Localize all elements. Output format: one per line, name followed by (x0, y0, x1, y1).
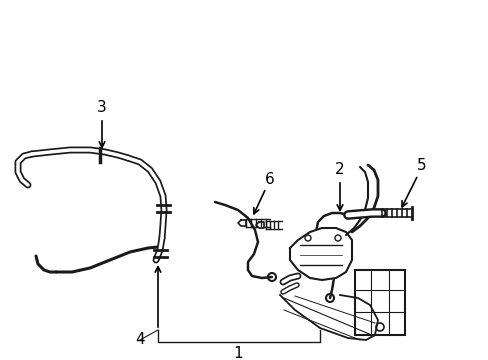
Polygon shape (256, 222, 264, 228)
Text: 5: 5 (416, 158, 426, 174)
Text: 6: 6 (264, 171, 274, 186)
Polygon shape (238, 220, 245, 226)
Polygon shape (280, 295, 377, 340)
Text: 1: 1 (233, 346, 243, 360)
Text: 4: 4 (135, 333, 144, 347)
Text: 3: 3 (97, 100, 107, 116)
Polygon shape (289, 228, 351, 280)
Bar (354, 270, 404, 335)
Text: 2: 2 (334, 162, 344, 177)
